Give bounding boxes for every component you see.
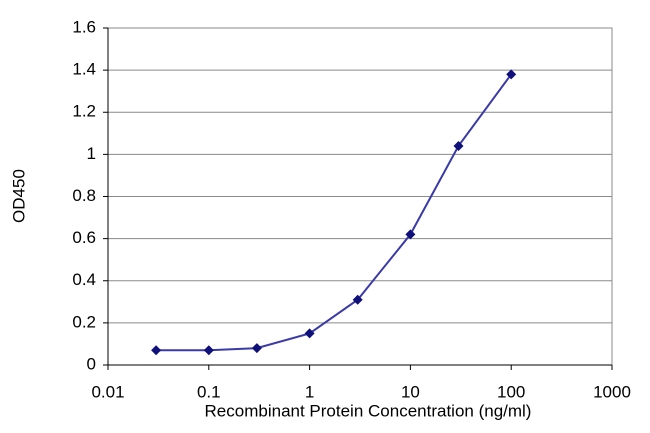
data-point [203, 345, 214, 356]
y-tick-label: 0.4 [72, 270, 96, 289]
y-tick-label: 0.6 [72, 228, 96, 247]
y-axis-title: OD450 [9, 169, 28, 223]
x-tick-label: 1 [305, 382, 314, 401]
y-tick-label: 1 [87, 144, 96, 163]
data-point [453, 140, 464, 151]
y-tick-label: 1.2 [72, 102, 96, 121]
x-axis-title: Recombinant Protein Concentration (ng/ml… [205, 401, 532, 420]
x-tick-label: 10 [401, 382, 420, 401]
y-tick-label: 1.4 [72, 60, 96, 79]
y-tick-label: 0 [87, 354, 96, 373]
x-tick-label: 1000 [593, 382, 631, 401]
x-tick-label: 0.1 [197, 382, 221, 401]
y-tick-label: 1.6 [72, 17, 96, 36]
data-point [251, 343, 262, 354]
x-tick-label: 0.01 [91, 382, 124, 401]
data-point [304, 328, 315, 339]
data-point [405, 229, 416, 240]
data-line [156, 73, 513, 352]
y-tick-label: 0.2 [72, 312, 96, 331]
data-point [352, 294, 363, 305]
x-tick-label: 100 [497, 382, 525, 401]
data-point [151, 345, 162, 356]
y-tick-label: 0.8 [72, 186, 96, 205]
data-point [506, 69, 517, 80]
